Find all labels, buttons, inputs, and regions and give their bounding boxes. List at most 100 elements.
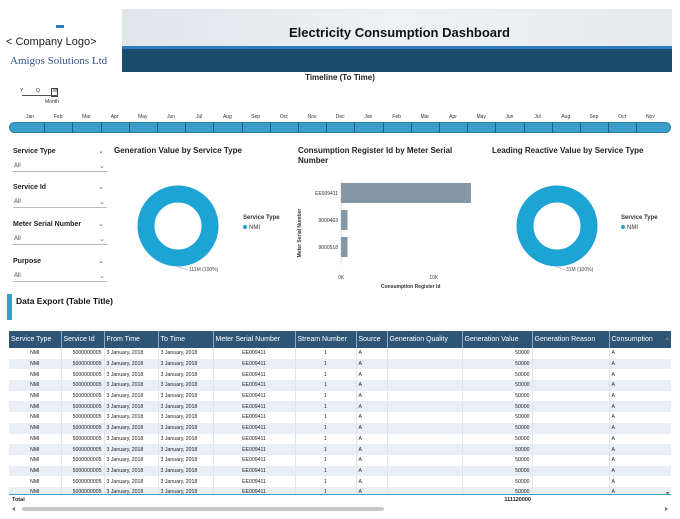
- table-cell: 3 January, 2018: [104, 369, 159, 381]
- table-cell: 3 January, 2018: [104, 465, 159, 477]
- column-header-3[interactable]: To Time: [158, 331, 214, 348]
- generation-donut-data-label: 111M (100%): [189, 267, 219, 273]
- table-cell: 1: [295, 476, 357, 487]
- reactive-legend-label: NMI: [627, 225, 638, 231]
- reactive-donut-leader-line: [556, 266, 566, 271]
- timeline-range-bar[interactable]: [9, 122, 671, 133]
- horizontal-scroll-thumb[interactable]: [22, 507, 384, 511]
- slicer-collapse-chevron-icon[interactable]: ⌄: [98, 184, 104, 191]
- table-cell: [532, 369, 610, 381]
- timeline-month-12: Jan: [364, 114, 373, 120]
- generation-chart-title: Generation Value by Service Type: [114, 146, 242, 155]
- column-header-2[interactable]: From Time: [104, 331, 159, 348]
- slicer-dropdown-2[interactable]: All ⌄: [13, 234, 107, 245]
- timeline-month-5: Jun: [166, 114, 176, 120]
- table-row[interactable]: NMI 5000000005 3 January, 2018 3 January, 2…: [9, 444, 671, 455]
- register-y-axis-label-wrap: Meter Serial Number: [293, 209, 307, 260]
- timeline-month-11: Dec: [335, 114, 345, 120]
- table-row[interactable]: NMI 5000000005 3 January, 2018 3 January, 2…: [9, 476, 671, 487]
- generation-legend-item[interactable]: NMI: [243, 225, 260, 231]
- table-cell: EE009411: [213, 486, 296, 498]
- column-header-7[interactable]: Generation Quality: [387, 331, 463, 348]
- column-header-10[interactable]: Consumption: [609, 331, 671, 348]
- reactive-donut-chart[interactable]: [507, 178, 607, 278]
- table-row[interactable]: NMI 5000000005 3 January, 2018 3 January, 2…: [9, 358, 671, 370]
- timeline-tick: [467, 122, 469, 133]
- table-cell: 3 January, 2018: [104, 433, 159, 445]
- granularity-month[interactable]: M: [53, 88, 58, 94]
- slicer-dropdown-0[interactable]: All ⌄: [13, 161, 107, 172]
- timeline-tick: [269, 122, 271, 133]
- column-header-9[interactable]: Generation Reason: [532, 331, 610, 348]
- company-logo-placeholder: < Company Logo>: [6, 36, 97, 48]
- table-cell: 3 January, 2018: [104, 454, 159, 466]
- table-cell: NMI: [9, 433, 62, 445]
- table-cell: 3 January, 2018: [158, 369, 214, 381]
- table-row[interactable]: NMI 5000000005 3 January, 2018 3 January, 2…: [9, 401, 671, 413]
- table-cell: 5000000005: [61, 422, 105, 434]
- table-cell: [532, 476, 610, 487]
- table-row[interactable]: NMI 5000000005 3 January, 2018 3 January, 2…: [9, 369, 671, 381]
- table-cell: 3 January, 2018: [104, 390, 159, 402]
- timeline-tick: [439, 122, 440, 133]
- table-cell: [532, 401, 610, 413]
- reactive-legend-item[interactable]: NMI: [621, 225, 638, 231]
- table-cell: 3 January, 2018: [104, 444, 159, 455]
- legend-dot-icon: [621, 225, 625, 230]
- table-row[interactable]: NMI 5000000005 3 January, 2018 3 January, 2…: [9, 412, 671, 423]
- table-cell: 50000: [462, 390, 533, 402]
- timeline-month-1: Feb: [53, 114, 63, 120]
- column-header-0[interactable]: Service Type: [9, 331, 62, 348]
- table-vertical-scrollbar[interactable]: [665, 336, 670, 496]
- column-header-8[interactable]: Generation Value: [462, 331, 533, 348]
- slicer-dropdown-3[interactable]: All ⌄: [13, 271, 107, 282]
- table-horizontal-scrollbar[interactable]: [9, 506, 671, 512]
- table-cell: 50000: [462, 401, 533, 413]
- column-header-4[interactable]: Meter Serial Number: [213, 331, 296, 348]
- company-name-text: Amigos Solutions Ltd: [10, 55, 108, 67]
- table-row[interactable]: NMI 5000000005 3 January, 2018 3 January, 2…: [9, 454, 671, 466]
- table-cell: [532, 412, 610, 423]
- slicer-collapse-chevron-icon[interactable]: ⌄: [98, 221, 104, 228]
- table-cell: NMI: [9, 422, 62, 434]
- timeline-tick: [495, 122, 497, 133]
- table-row[interactable]: NMI 5000000005 3 January, 2018 3 January, 2…: [9, 486, 671, 498]
- export-table: Service Type Service Id From Time To Time Me…: [9, 331, 671, 498]
- slicer-collapse-chevron-icon[interactable]: ⌄: [98, 258, 104, 265]
- table-row[interactable]: NMI 5000000005 3 January, 2018 3 January, 2…: [9, 390, 671, 402]
- table-cell: 3 January, 2018: [104, 401, 159, 413]
- generation-donut-chart[interactable]: [130, 178, 230, 278]
- slicer-collapse-chevron-icon[interactable]: ⌄: [98, 148, 104, 155]
- scroll-up-arrow-icon: [665, 337, 670, 340]
- table-cell: 3 January, 2018: [104, 380, 159, 391]
- slicer-label-2: Meter Serial Number: [13, 221, 82, 228]
- granularity-year[interactable]: Y: [20, 88, 24, 94]
- slicer-selected-value: All: [14, 236, 21, 242]
- table-cell: 50000: [462, 358, 533, 370]
- table-row[interactable]: NMI 5000000005 3 January, 2018 3 January, 2…: [9, 348, 671, 359]
- table-row[interactable]: NMI 5000000005 3 January, 2018 3 January, 2…: [9, 433, 671, 445]
- logo-area: [4, 8, 114, 66]
- register-bar-chart[interactable]: EE009411 9000463 9000518 0K 10K: [296, 175, 480, 291]
- table-cell: EE009411: [213, 412, 296, 423]
- register-bar-2: [341, 237, 348, 257]
- column-header-6[interactable]: Source: [356, 331, 388, 348]
- table-cell: 3 January, 2018: [104, 422, 159, 434]
- table-row[interactable]: NMI 5000000005 3 January, 2018 3 January, 2…: [9, 380, 671, 391]
- slicer-dropdown-1[interactable]: All ⌄: [13, 197, 107, 208]
- timeline-month-18: Jul: [534, 114, 541, 120]
- export-table-title: Data Export (Table Title): [16, 296, 113, 306]
- table-cell: EE009411: [213, 348, 296, 359]
- table-cell: A: [609, 444, 671, 455]
- column-header-1[interactable]: Service Id: [61, 331, 105, 348]
- table-cell: A: [609, 454, 671, 466]
- table-row[interactable]: NMI 5000000005 3 January, 2018 3 January, 2…: [9, 465, 671, 477]
- scroll-right-arrow-icon: [665, 507, 668, 511]
- register-bar-0: [341, 183, 471, 203]
- table-cell: 50000: [462, 369, 533, 381]
- granularity-quarter[interactable]: Q: [36, 88, 40, 94]
- timeline-tick: [636, 122, 638, 133]
- table-cell: A: [609, 358, 671, 370]
- column-header-5[interactable]: Stream Number: [295, 331, 357, 348]
- table-row[interactable]: NMI 5000000005 3 January, 2018 3 January, 2…: [9, 422, 671, 434]
